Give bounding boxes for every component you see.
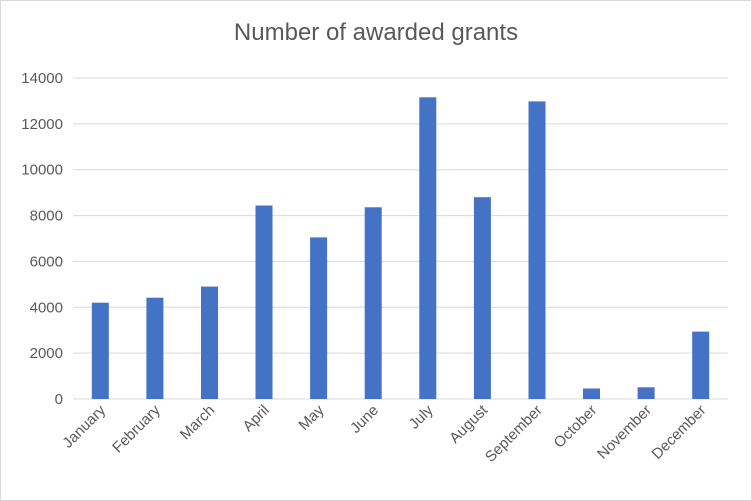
x-tick-label: October <box>551 402 601 452</box>
x-tick-label: April <box>240 402 273 435</box>
x-tick-label: January <box>59 401 109 451</box>
x-tick-label: September <box>482 402 546 466</box>
x-tick-label: March <box>177 402 218 443</box>
y-tick-label: 2000 <box>30 345 63 362</box>
y-tick-label: 0 <box>55 391 63 408</box>
y-axis-ticks: 0 2000 4000 6000 8000 10000 12000 14000 <box>21 70 63 408</box>
bar-october <box>583 388 600 399</box>
bar-august <box>473 197 491 399</box>
x-axis-ticks: January February March April May June July Augu… <box>59 401 709 465</box>
x-tick-label: November <box>594 402 655 463</box>
x-tick-label: February <box>109 401 164 456</box>
bar-june <box>364 207 382 399</box>
bar-march <box>201 286 218 399</box>
chart-title: Number of awarded grants <box>233 19 519 46</box>
bar-september <box>528 101 546 400</box>
bar-february <box>146 297 164 399</box>
y-tick-label: 8000 <box>30 208 63 225</box>
y-tick-label: 6000 <box>30 253 63 270</box>
bar-april <box>255 205 273 399</box>
y-tick-label: 12000 <box>21 116 63 133</box>
y-tick-label: 10000 <box>21 162 63 179</box>
y-tick-label: 14000 <box>21 70 63 87</box>
x-tick-label: July <box>406 401 437 432</box>
gridlines <box>73 77 728 400</box>
x-tick-label: August <box>446 401 492 447</box>
y-tick-label: 4000 <box>30 299 63 316</box>
bar-november <box>637 387 655 399</box>
bar-january <box>91 302 109 399</box>
bars <box>91 97 710 400</box>
bar-december <box>692 331 710 399</box>
x-tick-label: May <box>295 401 327 433</box>
bar-may <box>310 237 328 399</box>
x-tick-label: December <box>649 402 710 463</box>
x-tick-label: June <box>347 402 382 437</box>
bar-july <box>419 97 437 400</box>
